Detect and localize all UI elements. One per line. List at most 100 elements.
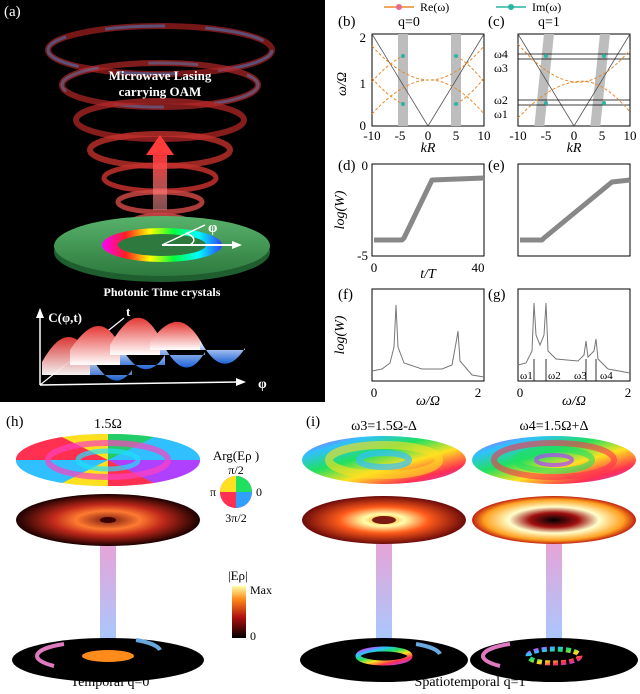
lasing-title-line2: carrying OAM (119, 84, 202, 99)
c-xtick-1: -5 (541, 128, 552, 143)
panel-d-label: (d) (338, 158, 356, 174)
freq-i-right: ω4=1.5Ω+Δ (520, 419, 589, 434)
omega1-label: ω1 (494, 107, 508, 121)
g-omega2: ω2 (548, 370, 561, 382)
c-phi-t-label: C(φ,t) (48, 310, 82, 325)
panel-h: Arg(Eρ ) π/2 π 0 3π/2 |Eρ| Max 0 (h) 1.5… (0, 408, 300, 690)
legend-im-marker (508, 4, 514, 10)
arg-tick-top: π/2 (228, 463, 243, 477)
omega3-label: ω3 (494, 61, 508, 75)
omega4-label: ω4 (494, 47, 508, 61)
amplitude-map-i-left (302, 496, 466, 544)
phase-map-h (15, 433, 201, 487)
amplitude-map-h (16, 494, 200, 546)
e-curve (520, 177, 631, 243)
d-curve (374, 175, 485, 243)
t-axis-label: t (126, 304, 131, 319)
panel-i: (i) ω3=1.5Ω-Δ ω4=1.5Ω+Δ Spatiotemporal q… (300, 408, 640, 690)
panel-c: (c) q=1 ω4 ω3 ω2 ω1 -10 -5 0 5 10 kR (488, 12, 640, 156)
panel-g-label: (g) (488, 287, 506, 303)
b-xtick-4: 10 (478, 128, 491, 143)
time-crystal-disk (54, 216, 270, 282)
panel-d: (d) 0 -5 log(W) 0 40 t/T (330, 150, 490, 282)
arg-tick-left: π (210, 485, 216, 499)
g-omega1: ω1 (520, 370, 533, 382)
ytick-2: 2 (360, 30, 367, 45)
panel-a-label: (a) (4, 4, 21, 20)
arg-tick-bottom: 3π/2 (225, 511, 246, 525)
c-xtick-3: 5 (599, 128, 606, 143)
phi-symbol: φ (208, 220, 217, 236)
g-xtick-0: 0 (517, 385, 524, 400)
g-xtick-1: 2 (625, 385, 632, 400)
legend: Re(ω) Im(ω) (384, 0, 634, 14)
d-ylabel: log(W) (333, 190, 348, 229)
c-xtick-4: 10 (624, 128, 637, 143)
ytick-1: 1 (360, 76, 367, 91)
beam-h (100, 546, 116, 644)
panel-c-label: (c) (488, 14, 505, 30)
b-xtick-3: 5 (453, 128, 460, 143)
phase-map-i-left (302, 436, 466, 484)
d-ytick-1: -5 (357, 248, 368, 263)
caption-i: Spatiotemporal q=1 (415, 675, 526, 689)
panel-e: (e) (488, 150, 640, 280)
amp-max: Max (250, 583, 272, 597)
d-xtick-1: 40 (472, 260, 485, 275)
g-xlabel: ω/Ω (562, 394, 586, 407)
amplitude-map-i-right (472, 496, 636, 544)
freq-i-left: ω3=1.5Ω-Δ (351, 419, 417, 434)
legend-re-label: Re(ω) (420, 0, 449, 14)
amplitude-colorbar (232, 586, 246, 638)
legend-im-label: Im(ω) (532, 0, 561, 14)
c-xtick-0: -10 (509, 128, 526, 143)
panel-g: (g) ω1 ω2 ω3 ω4 0 2 ω/Ω (488, 283, 640, 409)
amp-min: 0 (250, 629, 256, 643)
amp-label: |Eρ| (228, 568, 248, 583)
phase-colorwheel (220, 476, 252, 508)
disk-caption: Photonic Time crystals (104, 285, 221, 299)
beam-i-left (376, 544, 392, 644)
freq-h: 1.5Ω (94, 417, 122, 432)
base-i-right (470, 638, 638, 682)
d-ytick-0: 0 (362, 158, 369, 173)
panel-b-label: (b) (338, 14, 356, 30)
g-curve (517, 302, 631, 374)
gap-band-left (398, 34, 408, 126)
phase-map-i-right (472, 436, 636, 484)
ytick-0: 0 (360, 118, 367, 133)
panel-a: Microwave Lasing carrying OAM φ Photonic… (0, 0, 325, 402)
panel-i-label: (i) (306, 414, 320, 430)
arg-tick-right: 0 (256, 485, 262, 499)
f-xtick-1: 2 (475, 385, 482, 400)
b-ylabel: ω/Ω (335, 72, 350, 96)
d-xtick-0: 0 (371, 260, 378, 275)
lasing-title-line1: Microwave Lasing (109, 68, 212, 83)
f-xlabel: ω/Ω (416, 394, 440, 407)
base-i-left (300, 638, 468, 682)
panel-e-label: (e) (488, 158, 505, 174)
b-xtick-0: -10 (363, 128, 380, 143)
q1-label: q=1 (538, 15, 560, 30)
g-omega3: ω3 (574, 370, 587, 382)
f-curve (371, 304, 485, 378)
panel-f: (f) log(W) 0 2 ω/Ω (330, 283, 490, 409)
b-xtick-2: 0 (425, 128, 432, 143)
d-xlabel: t/T (420, 267, 437, 280)
panel-h-label: (h) (6, 414, 24, 430)
panel-b: (b) q=0 2 1 0 ω/Ω -10 -5 0 5 10 kR (330, 12, 491, 156)
base-h (12, 638, 204, 682)
b-xtick-1: -5 (395, 128, 406, 143)
c-xtick-2: 0 (571, 128, 578, 143)
modulation-waves (36, 308, 246, 386)
phi-axis-label: φ (258, 377, 267, 392)
panel-f-label: (f) (338, 287, 353, 303)
f-xtick-0: 0 (371, 385, 378, 400)
q0-label: q=0 (398, 15, 420, 30)
emission-arrow (146, 135, 174, 210)
panel-a-illustration: Microwave Lasing carrying OAM φ Photonic… (36, 23, 275, 392)
legend-re-marker (396, 4, 402, 10)
omega2-label: ω2 (494, 93, 508, 107)
caption-h: Temporal q=0 (71, 675, 150, 689)
f-ylabel: log(W) (333, 315, 348, 354)
